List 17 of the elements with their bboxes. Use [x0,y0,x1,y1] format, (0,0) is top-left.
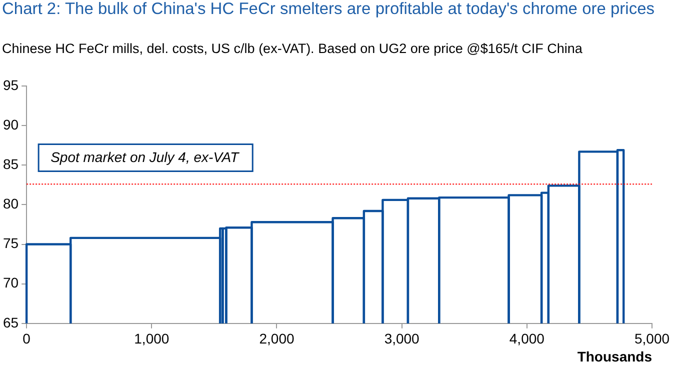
x-tick-label: 1,000 [134,330,170,347]
y-tick-label: 95 [2,76,19,93]
chart-subtitle: Chinese HC FeCr mills, del. costs, US c/lb (ex-VAT). Based on UG2 ore price @$165/t CIF China [2,41,582,56]
y-tick-label: 80 [2,196,19,212]
x-tick-label: 3,000 [384,330,420,347]
chart-title: Chart 2: The bulk of China's HC FeCr smelters are profitable at today's chrome ore prices [2,0,656,18]
x-axis-title: Thousands [577,348,652,364]
x-tick-label: 5,000 [634,330,670,347]
ref-line-label: Spot market on July 4, ex-VAT [50,149,240,166]
y-tick-label: 90 [2,116,19,132]
x-tick-label: 4,000 [509,330,545,347]
y-tick-label: 85 [2,156,19,172]
y-tick-label: 65 [2,314,19,330]
y-tick-label: 75 [2,235,19,252]
x-tick-label: 0 [22,330,31,347]
x-tick-label: 2,000 [259,330,294,347]
y-tick-label: 70 [2,274,19,291]
